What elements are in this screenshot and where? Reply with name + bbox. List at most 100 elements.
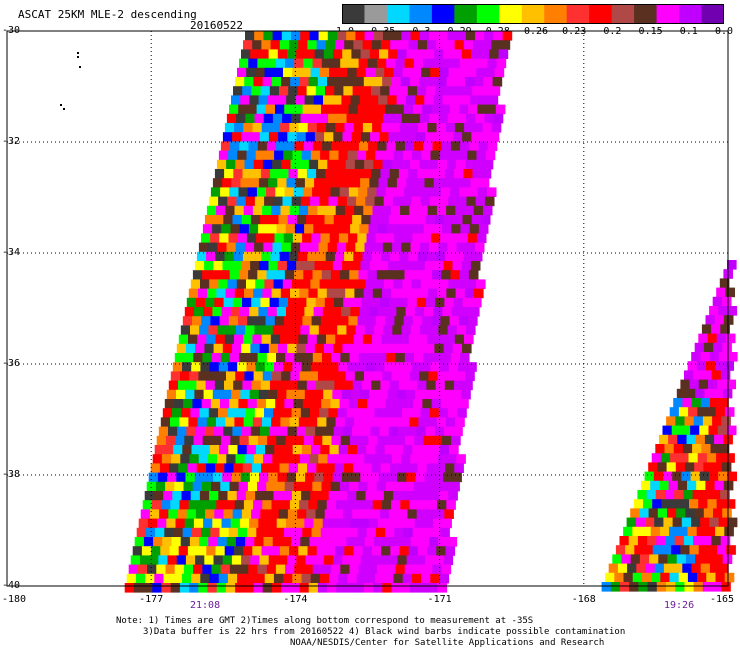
swath-cell: [700, 398, 711, 408]
swath-cell: [172, 362, 183, 372]
swath-cell: [284, 399, 294, 409]
swath-cell: [418, 123, 428, 133]
swath-cell: [441, 58, 451, 69]
swath-cell: [206, 334, 216, 345]
swath-cell: [334, 380, 344, 391]
swath-cell: [197, 500, 208, 510]
swath-cell: [402, 491, 412, 501]
swath-cell: [456, 325, 467, 335]
swath-cell: [347, 150, 358, 161]
swath-cell: [344, 205, 355, 216]
swath-cell: [138, 518, 149, 529]
swath-cell: [455, 417, 465, 427]
swath-cell: [703, 342, 714, 353]
swath-cell: [371, 86, 381, 96]
swath-cell: [448, 279, 458, 289]
swath-cell: [440, 187, 451, 197]
swath-cell: [700, 563, 711, 574]
swath-cell: [360, 132, 371, 142]
swath-cell: [675, 416, 685, 426]
colorbar-segment: [544, 4, 568, 24]
swath-cell: [456, 454, 466, 464]
swath-cell: [383, 491, 394, 501]
swath-cell: [262, 77, 273, 87]
swath-cell: [330, 316, 340, 326]
swath-cell: [260, 509, 270, 519]
swath-cell: [253, 371, 264, 381]
swath-cell: [266, 141, 277, 151]
swath-cell: [681, 517, 692, 528]
swath-cell: [453, 86, 464, 96]
swath-cell: [280, 500, 291, 510]
swath-cell: [328, 325, 338, 335]
swath-cell: [216, 205, 226, 216]
swath-cell: [144, 491, 155, 501]
swath-cell: [474, 242, 485, 253]
swath-cell: [328, 491, 339, 501]
swath-cell: [418, 334, 428, 345]
swath-cell: [271, 288, 282, 299]
swath-cell: [362, 40, 373, 50]
swath-cell: [397, 132, 408, 142]
swath-cell: [438, 242, 448, 253]
swath-cell: [423, 564, 433, 575]
swath-cell: [713, 508, 723, 518]
swath-cell: [472, 169, 483, 179]
swath-cell: [448, 196, 458, 207]
swath-cell: [621, 554, 632, 564]
swath-cell: [460, 224, 471, 234]
swath-cell: [427, 417, 438, 427]
swath-cell: [303, 141, 314, 151]
swath-cell: [382, 371, 392, 381]
swath-cell: [227, 196, 237, 207]
swath-cell: [707, 499, 717, 509]
swath-cell: [214, 215, 224, 225]
swath-cell: [351, 555, 362, 565]
swath-cell: [663, 471, 673, 482]
swath-cell: [366, 233, 377, 243]
swath-cell: [316, 380, 326, 391]
swath-cell: [254, 325, 264, 335]
swath-cell: [228, 233, 239, 243]
swath-cell: [236, 491, 247, 501]
swath-cell: [394, 233, 404, 243]
swath-cell: [459, 399, 469, 409]
swath-cell: [444, 426, 454, 437]
swath-cell: [463, 169, 473, 179]
swath-cell: [269, 509, 280, 519]
swath-cell: [184, 518, 195, 529]
swath-cell: [371, 40, 382, 50]
swath-cell: [235, 454, 246, 464]
swath-cell: [295, 307, 305, 317]
swath-cell: [416, 132, 426, 142]
swath-cell: [688, 453, 699, 463]
swath-cell: [392, 408, 403, 418]
swath-cell: [314, 49, 325, 59]
swath-cell: [331, 564, 341, 575]
swath-cell: [458, 362, 468, 372]
swath-cell: [361, 215, 371, 225]
swath-cell: [163, 445, 174, 455]
swath-cell: [404, 141, 415, 151]
swath-cell: [461, 178, 471, 188]
swath-cell: [453, 215, 463, 225]
swath-cell: [695, 434, 706, 445]
swath-cell: [343, 380, 354, 391]
swath-cell: [366, 445, 376, 455]
swath-cell: [303, 481, 313, 492]
swath-cell: [394, 104, 405, 115]
swath-cell: [714, 480, 725, 491]
swath-cell: [218, 491, 228, 501]
swath-cell: [266, 353, 277, 363]
swath-cell: [240, 95, 250, 105]
swath-cell: [272, 537, 283, 547]
swath-cell: [502, 31, 513, 41]
swath-cell: [264, 408, 274, 418]
swath-cell: [184, 435, 194, 446]
swath-cell: [284, 316, 294, 326]
swath-cell: [231, 555, 242, 565]
swath-cell: [439, 445, 450, 455]
swath-cell: [346, 196, 357, 207]
swath-cell: [419, 454, 430, 464]
swath-cell: [379, 343, 389, 354]
